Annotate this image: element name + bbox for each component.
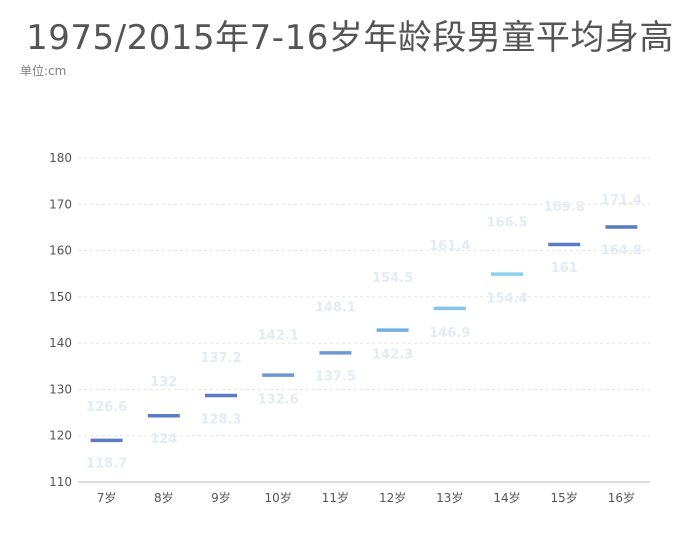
y-tick-label: 160 <box>49 244 72 258</box>
y-tick-label: 120 <box>49 429 72 443</box>
x-tick-label: 15岁 <box>551 490 578 505</box>
data-label-low: 118.7 <box>86 457 127 472</box>
data-label-low: 146.9 <box>429 326 470 341</box>
data-label-high: 132 <box>150 375 177 390</box>
y-tick-label: 180 <box>49 151 72 165</box>
x-tick-label: 13岁 <box>436 490 463 505</box>
x-tick-label: 11岁 <box>322 490 349 505</box>
data-label-high: 137.2 <box>200 351 241 366</box>
x-tick-label: 12岁 <box>379 490 406 505</box>
data-label-low: 154.4 <box>486 291 527 306</box>
y-tick-label: 130 <box>49 382 72 396</box>
x-tick-label: 14岁 <box>493 490 520 505</box>
x-tick-label: 10岁 <box>265 490 292 505</box>
y-tick-label: 110 <box>49 475 72 489</box>
y-tick-label: 140 <box>49 336 72 350</box>
data-label-low: 124 <box>150 432 177 447</box>
data-label-low: 164.8 <box>601 243 642 258</box>
x-tick-label: 7岁 <box>97 490 117 505</box>
data-label-high: 171.4 <box>601 193 642 208</box>
data-label-low: 132.6 <box>258 392 299 407</box>
unit-label: 单位:cm <box>20 64 67 78</box>
x-tick-label: 16岁 <box>608 490 635 505</box>
data-label-high: 166.5 <box>486 215 527 230</box>
data-label-high: 154.5 <box>372 271 413 286</box>
y-tick-label: 170 <box>49 197 72 211</box>
x-tick-label: 8岁 <box>154 490 174 505</box>
data-label-high: 142.1 <box>258 328 299 343</box>
data-label-high: 148.1 <box>315 301 356 316</box>
y-tick-label: 150 <box>49 290 72 304</box>
x-tick-label: 9岁 <box>211 490 231 505</box>
data-label-low: 128.3 <box>200 412 241 427</box>
data-label-high: 126.6 <box>86 400 127 415</box>
chart-title: 1975/2015年7-16岁年龄段男童平均身高 <box>26 18 674 58</box>
data-label-low: 142.3 <box>372 347 413 362</box>
data-label-high: 161.4 <box>429 239 470 254</box>
data-label-low: 137.5 <box>315 370 356 385</box>
data-label-low: 161 <box>551 261 578 276</box>
data-label-high: 169.8 <box>544 200 585 215</box>
